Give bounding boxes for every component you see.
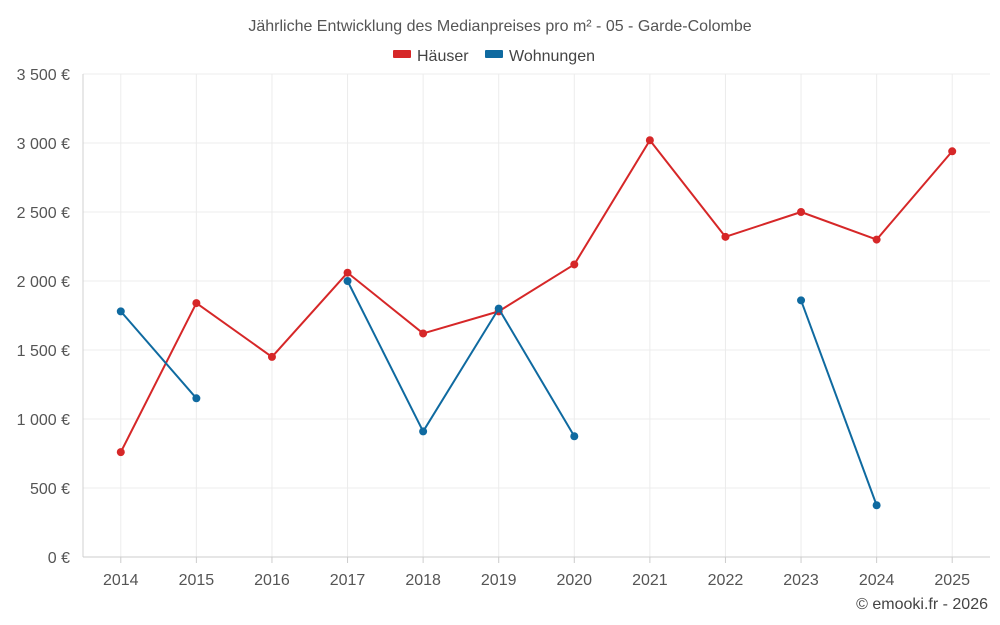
x-tick-label: 2014 — [103, 572, 139, 589]
legend-swatch-wohnungen — [485, 50, 503, 58]
data-point-haeuser-2018[interactable] — [419, 329, 428, 338]
y-tick-label: 2 000 € — [17, 274, 70, 291]
x-tick-label: 2020 — [556, 572, 592, 589]
data-point-wohnungen-2020[interactable] — [570, 432, 579, 441]
data-point-haeuser-2020[interactable] — [570, 260, 579, 269]
x-tick-label: 2025 — [934, 572, 970, 589]
data-point-wohnungen-2015[interactable] — [192, 394, 201, 403]
x-tick-label: 2015 — [179, 572, 215, 589]
grid — [83, 73, 990, 557]
data-point-wohnungen-2017[interactable] — [343, 277, 352, 285]
data-point-haeuser-2015[interactable] — [192, 299, 201, 308]
data-point-haeuser-2016[interactable] — [267, 352, 276, 361]
footer-credit: © emooki.fr - 2026 — [856, 596, 988, 613]
y-tick-label: 3 500 € — [17, 67, 70, 84]
data-point-wohnungen-2024[interactable] — [872, 501, 881, 510]
series-line-haeuser — [119, 139, 953, 453]
x-tick-label: 2023 — [783, 572, 819, 589]
series-wohnungen — [116, 277, 881, 510]
x-tick-label: 2018 — [405, 572, 441, 589]
y-tick-label: 1 500 € — [17, 343, 70, 360]
data-point-haeuser-2021[interactable] — [645, 136, 654, 145]
x-tick-label: 2019 — [481, 572, 517, 589]
data-point-haeuser-2017[interactable] — [343, 268, 352, 277]
axes: 0 € 500 € 1 000 € 1 500 € 2 000 € 2 500 € 3 00… — [17, 67, 990, 589]
x-tick-label: 2021 — [632, 572, 668, 589]
data-point-wohnungen-2019[interactable] — [494, 304, 503, 313]
data-point-wohnungen-2014[interactable] — [116, 307, 125, 316]
series-line-wohnungen — [346, 280, 576, 437]
legend-label-wohnungen[interactable]: Wohnungen — [509, 48, 595, 65]
y-tick-label: 500 € — [30, 481, 70, 498]
y-tick-label: 3 000 € — [17, 136, 70, 153]
data-point-haeuser-2014[interactable] — [116, 448, 125, 457]
series-haeuser — [116, 136, 957, 457]
data-point-haeuser-2022[interactable] — [721, 232, 730, 241]
x-tick-label: 2022 — [708, 572, 744, 589]
x-tick-label: 2016 — [254, 572, 290, 589]
x-tick-label: 2024 — [859, 572, 895, 589]
y-tick-label: 2 500 € — [17, 205, 70, 222]
y-tick-label: 0 € — [48, 550, 70, 567]
data-point-wohnungen-2023[interactable] — [797, 296, 806, 305]
data-point-haeuser-2023[interactable] — [797, 208, 806, 216]
series — [116, 136, 957, 510]
legend-swatch-haeuser — [393, 50, 411, 58]
legend: Häuser Wohnungen — [393, 48, 595, 65]
data-point-haeuser-2025[interactable] — [948, 147, 957, 156]
y-tick-label: 1 000 € — [17, 412, 70, 429]
data-point-wohnungen-2018[interactable] — [419, 427, 428, 436]
legend-label-haeuser[interactable]: Häuser — [417, 48, 469, 65]
x-tick-label: 2017 — [330, 572, 366, 589]
data-point-haeuser-2024[interactable] — [872, 235, 881, 244]
series-line-wohnungen — [120, 310, 198, 399]
series-line-wohnungen — [800, 299, 878, 506]
chart-title: Jährliche Entwicklung des Medianpreises … — [248, 18, 751, 35]
